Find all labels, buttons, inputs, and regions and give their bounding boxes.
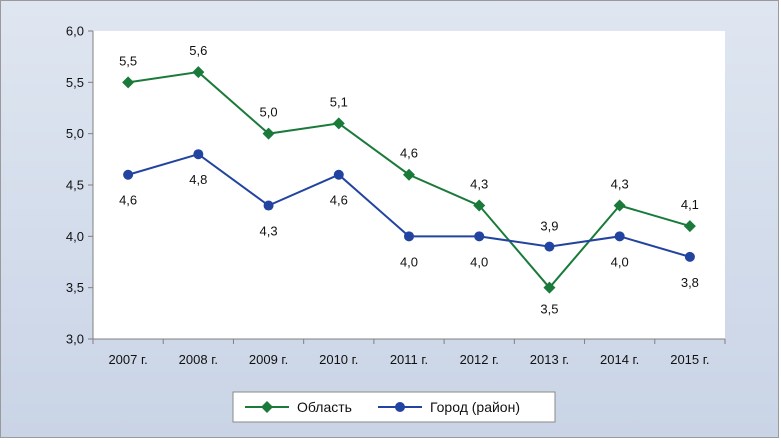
data-point-marker xyxy=(123,169,134,180)
data-label: 4,6 xyxy=(330,193,348,208)
data-label: 5,1 xyxy=(330,94,348,109)
legend: Область Город (район) xyxy=(232,391,556,423)
x-tick-label: 2008 г. xyxy=(179,352,218,367)
data-point-marker xyxy=(261,401,273,413)
legend-item: Область xyxy=(245,399,352,415)
data-label: 3,9 xyxy=(540,219,558,234)
y-tick-label: 6,0 xyxy=(66,24,84,39)
data-label: 4,6 xyxy=(119,193,137,208)
data-label: 3,8 xyxy=(681,275,699,290)
data-label: 4,6 xyxy=(400,146,418,161)
data-point-marker xyxy=(403,168,415,181)
x-tick-label: 2011 г. xyxy=(390,352,428,367)
data-label: 3,5 xyxy=(540,302,558,317)
data-label: 4,3 xyxy=(260,224,278,239)
data-label: 4,8 xyxy=(189,172,207,187)
data-label: 5,5 xyxy=(119,53,137,68)
data-label: 4,3 xyxy=(611,177,629,192)
data-point-marker xyxy=(404,231,414,242)
x-tick-label: 2013 г. xyxy=(530,352,569,367)
data-label: 5,0 xyxy=(260,105,278,120)
data-point-marker xyxy=(395,402,405,412)
axes: 3,0 3,5 4,0 4,5 5,0 5,5 6,0 2007 г. 2008 г. 2009 … xyxy=(66,24,726,367)
data-point-marker xyxy=(544,241,555,252)
x-tick-label: 2012 г. xyxy=(460,352,499,367)
data-point-marker xyxy=(684,251,695,262)
data-point-marker xyxy=(473,199,486,212)
data-label: 4,0 xyxy=(611,254,629,269)
y-tick-label: 5,5 xyxy=(66,75,84,90)
data-label: 4,0 xyxy=(470,254,488,269)
x-tick-label: 2015 г. xyxy=(670,352,709,367)
y-tick-label: 3,0 xyxy=(66,332,84,347)
x-tick-label: 2010 г. xyxy=(319,352,358,367)
y-tick-label: 3,5 xyxy=(66,280,84,295)
data-point-marker xyxy=(332,117,345,130)
data-point-marker xyxy=(193,149,204,160)
legend-item: Город (район) xyxy=(378,399,520,415)
series-oblast: 5,5 5,6 5,0 5,1 4,6 4,3 3,5 4,3 4,1 xyxy=(119,43,699,317)
legend-label: Область xyxy=(297,399,352,415)
legend-label: Город (район) xyxy=(430,399,520,415)
y-tick-label: 5,0 xyxy=(66,126,84,141)
data-point-marker xyxy=(192,66,205,79)
data-point-marker xyxy=(122,76,135,89)
data-label: 4,0 xyxy=(400,254,418,269)
data-point-marker xyxy=(683,220,696,233)
data-point-marker xyxy=(613,199,626,212)
data-label: 4,1 xyxy=(681,197,699,212)
series-gorod: 4,6 4,8 4,3 4,6 4,0 4,0 3,9 4,0 3,8 xyxy=(119,149,699,290)
series-layer: 5,55,65,05,14,64,33,54,34,14,64,84,34,64… xyxy=(119,43,699,317)
y-tick-label: 4,5 xyxy=(66,178,84,193)
plot-area xyxy=(93,31,725,339)
data-point-marker xyxy=(333,169,344,180)
data-point-marker xyxy=(543,281,556,294)
data-point-marker xyxy=(474,231,485,242)
data-label: 4,3 xyxy=(470,177,488,192)
x-tick-label: 2007 г. xyxy=(108,352,147,367)
data-point-marker xyxy=(263,200,274,211)
x-tick-label: 2009 г. xyxy=(249,352,288,367)
data-point-marker xyxy=(614,231,625,242)
y-tick-label: 4,0 xyxy=(66,229,84,244)
data-label: 5,6 xyxy=(189,43,207,58)
data-point-marker xyxy=(262,127,275,140)
x-tick-label: 2014 г. xyxy=(600,352,639,367)
